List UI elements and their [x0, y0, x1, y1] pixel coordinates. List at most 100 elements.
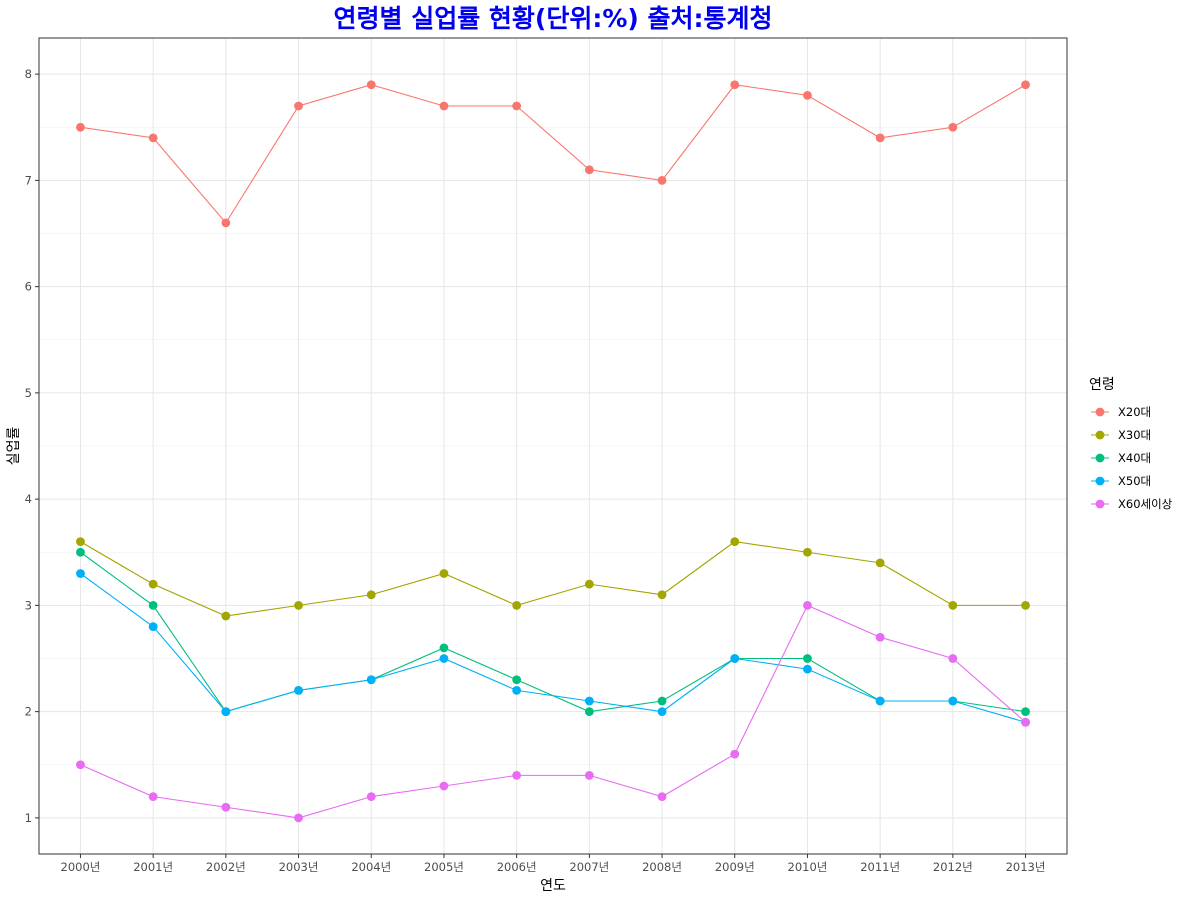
x-tick-label: 2008년: [642, 860, 682, 874]
data-point: [367, 590, 376, 599]
series-X20대: [76, 80, 1030, 227]
data-point: [803, 91, 812, 100]
data-point: [294, 102, 303, 111]
data-point: [440, 782, 449, 791]
data-point: [1021, 80, 1030, 89]
data-point: [585, 165, 594, 174]
legend-key-point: [1096, 431, 1105, 440]
data-point: [512, 771, 521, 780]
data-point: [294, 601, 303, 610]
data-point: [948, 601, 957, 610]
x-tick-label: 2000년: [61, 860, 101, 874]
data-point: [948, 123, 957, 132]
data-point: [367, 792, 376, 801]
data-point: [876, 558, 885, 567]
series-layer: [76, 80, 1030, 822]
legend-item: X50대: [1091, 474, 1151, 488]
y-tick-label: 7: [25, 173, 32, 187]
x-tick-label: 2011년: [860, 860, 900, 874]
legend-label: X20대: [1118, 405, 1151, 419]
data-point: [658, 792, 667, 801]
data-point: [876, 697, 885, 706]
x-axis-ticks: 2000년 2001년 2002년 2003년 2004년 2005년 2006년 2007년…: [61, 854, 1046, 874]
x-tick-label: 2001년: [133, 860, 173, 874]
data-point: [440, 569, 449, 578]
data-point: [803, 654, 812, 663]
data-point: [512, 686, 521, 695]
data-point: [149, 622, 158, 631]
data-point: [730, 537, 739, 546]
data-point: [367, 80, 376, 89]
data-point: [512, 601, 521, 610]
data-point: [585, 707, 594, 716]
data-point: [294, 813, 303, 822]
data-point: [803, 601, 812, 610]
data-point: [76, 548, 85, 557]
x-tick-label: 2003년: [279, 860, 319, 874]
data-point: [76, 760, 85, 769]
data-point: [730, 654, 739, 663]
legend-label: X50대: [1118, 474, 1151, 488]
data-point: [440, 102, 449, 111]
data-point: [876, 633, 885, 642]
data-point: [512, 675, 521, 684]
data-point: [730, 750, 739, 759]
data-point: [149, 792, 158, 801]
data-point: [512, 102, 521, 111]
y-tick-label: 2: [25, 705, 32, 719]
legend-key-point: [1096, 477, 1105, 486]
x-axis-title: 연도: [540, 878, 566, 894]
legend-key-point: [1096, 454, 1105, 463]
data-point: [876, 133, 885, 142]
legend-label: X60세이상: [1118, 497, 1173, 511]
x-tick-label: 2005년: [424, 860, 464, 874]
x-tick-label: 2012년: [933, 860, 973, 874]
data-point: [585, 697, 594, 706]
x-tick-label: 2007년: [569, 860, 609, 874]
data-point: [221, 612, 230, 621]
data-point: [658, 590, 667, 599]
data-point: [149, 580, 158, 589]
data-point: [730, 80, 739, 89]
data-point: [76, 537, 85, 546]
data-point: [1021, 707, 1030, 716]
data-point: [440, 654, 449, 663]
legend-item: X60세이상: [1091, 497, 1173, 511]
minor-gridlines: [39, 127, 1067, 765]
series-X40대: [76, 548, 1030, 716]
legend-key-point: [1096, 408, 1105, 417]
data-point: [658, 697, 667, 706]
y-tick-label: 3: [25, 598, 32, 612]
data-point: [440, 643, 449, 652]
data-point: [149, 601, 158, 610]
data-point: [367, 675, 376, 684]
legend-label: X40대: [1118, 451, 1151, 465]
data-point: [76, 123, 85, 132]
y-tick-label: 8: [25, 67, 32, 81]
y-axis-title: 실업률: [6, 427, 22, 466]
data-point: [221, 803, 230, 812]
data-point: [221, 218, 230, 227]
data-point: [149, 133, 158, 142]
series-line: [80, 552, 1025, 711]
y-tick-label: 6: [25, 280, 32, 294]
data-point: [803, 665, 812, 674]
series-X30대: [76, 537, 1030, 620]
legend: 연령 X20대 X30대 X40대 X50대 X60세이상: [1089, 377, 1173, 511]
y-tick-label: 4: [25, 492, 32, 506]
legend-title: 연령: [1089, 377, 1115, 393]
legend-label: X30대: [1118, 428, 1151, 442]
x-tick-label: 2009년: [715, 860, 755, 874]
data-point: [658, 176, 667, 185]
legend-item: X40대: [1091, 451, 1151, 465]
y-axis-ticks: 1 2 3 4 5 6 7 8: [25, 67, 39, 825]
x-tick-label: 2010년: [788, 860, 828, 874]
data-point: [221, 707, 230, 716]
data-point: [1021, 718, 1030, 727]
y-tick-label: 1: [25, 811, 32, 825]
data-point: [585, 580, 594, 589]
x-tick-label: 2002년: [206, 860, 246, 874]
series-line: [80, 85, 1025, 223]
data-point: [948, 697, 957, 706]
chart-title: 연령별 실업률 현황(단위:%) 출처:통계청: [333, 4, 772, 33]
